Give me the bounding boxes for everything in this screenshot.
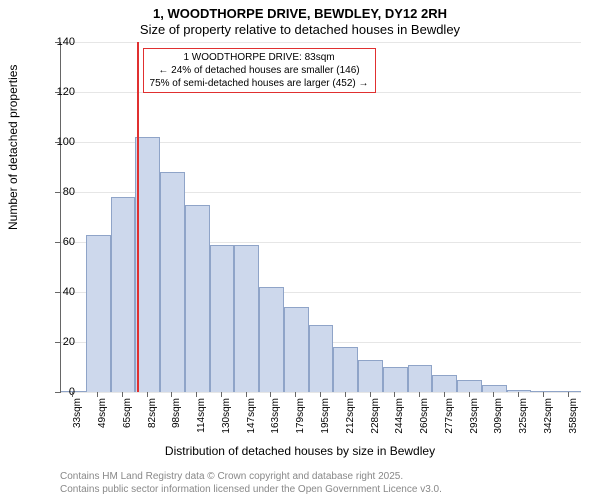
xtick-label: 228sqm	[370, 398, 381, 438]
bar	[284, 307, 309, 392]
xtick-label: 49sqm	[97, 398, 108, 438]
bar	[210, 245, 235, 393]
xtick-mark	[196, 392, 197, 397]
annotation-line2: ← 24% of detached houses are smaller (14…	[150, 64, 369, 77]
xtick-label: 358sqm	[568, 398, 579, 438]
bar	[234, 245, 259, 393]
xtick-label: 277sqm	[444, 398, 455, 438]
xtick-mark	[568, 392, 569, 397]
bar	[185, 205, 210, 393]
xtick-label: 325sqm	[518, 398, 529, 438]
credits-line1: Contains HM Land Registry data © Crown c…	[60, 470, 442, 483]
ytick-label: 60	[63, 236, 75, 248]
xtick-label: 98sqm	[171, 398, 182, 438]
xtick-mark	[345, 392, 346, 397]
ytick-mark	[55, 292, 60, 293]
ytick-mark	[55, 42, 60, 43]
xtick-mark	[122, 392, 123, 397]
xtick-label: 33sqm	[72, 398, 83, 438]
bar	[358, 360, 383, 393]
ytick-mark	[55, 242, 60, 243]
bar	[408, 365, 433, 393]
ytick-mark	[55, 392, 60, 393]
chart-title-sub: Size of property relative to detached ho…	[0, 22, 600, 37]
xtick-label: 309sqm	[493, 398, 504, 438]
xtick-mark	[320, 392, 321, 397]
xtick-label: 179sqm	[295, 398, 306, 438]
xtick-label: 195sqm	[320, 398, 331, 438]
xtick-label: 293sqm	[469, 398, 480, 438]
bar	[309, 325, 334, 393]
xtick-mark	[270, 392, 271, 397]
xtick-label: 130sqm	[221, 398, 232, 438]
bar	[333, 347, 358, 392]
xtick-label: 163sqm	[270, 398, 281, 438]
ytick-label: 40	[63, 286, 75, 298]
gridline	[61, 42, 581, 43]
xtick-mark	[246, 392, 247, 397]
chart-title-main: 1, WOODTHORPE DRIVE, BEWDLEY, DY12 2RH	[0, 6, 600, 21]
bar	[383, 367, 408, 392]
ytick-mark	[55, 92, 60, 93]
xtick-mark	[147, 392, 148, 397]
bar	[482, 385, 507, 393]
xtick-label: 212sqm	[345, 398, 356, 438]
gridline	[61, 392, 581, 393]
credits: Contains HM Land Registry data © Crown c…	[60, 470, 442, 496]
xtick-label: 65sqm	[122, 398, 133, 438]
marker-line	[137, 42, 139, 392]
xtick-label: 244sqm	[394, 398, 405, 438]
xtick-mark	[221, 392, 222, 397]
xtick-mark	[469, 392, 470, 397]
bar	[259, 287, 284, 392]
xtick-mark	[370, 392, 371, 397]
bar	[160, 172, 185, 392]
bar	[531, 391, 556, 392]
xtick-mark	[419, 392, 420, 397]
bar	[432, 375, 457, 393]
xtick-mark	[72, 392, 73, 397]
xtick-label: 147sqm	[246, 398, 257, 438]
annotation-line3: 75% of semi-detached houses are larger (…	[150, 77, 369, 90]
ytick-label: 20	[63, 336, 75, 348]
y-axis-label: Number of detached properties	[6, 65, 20, 230]
xtick-mark	[543, 392, 544, 397]
xtick-label: 82sqm	[147, 398, 158, 438]
bar	[86, 235, 111, 393]
annotation-line1: 1 WOODTHORPE DRIVE: 83sqm	[150, 51, 369, 64]
credits-line2: Contains public sector information licen…	[60, 483, 442, 496]
xtick-mark	[295, 392, 296, 397]
xtick-mark	[171, 392, 172, 397]
ytick-mark	[55, 142, 60, 143]
bar	[111, 197, 136, 392]
xtick-label: 342sqm	[543, 398, 554, 438]
annotation-box: 1 WOODTHORPE DRIVE: 83sqm ← 24% of detac…	[143, 48, 376, 93]
ytick-mark	[55, 192, 60, 193]
xtick-mark	[97, 392, 98, 397]
xtick-label: 114sqm	[196, 398, 207, 438]
xtick-mark	[444, 392, 445, 397]
xtick-label: 260sqm	[419, 398, 430, 438]
bar	[135, 137, 160, 392]
xtick-mark	[518, 392, 519, 397]
xtick-mark	[493, 392, 494, 397]
xtick-mark	[394, 392, 395, 397]
plot-area: 1 WOODTHORPE DRIVE: 83sqm ← 24% of detac…	[60, 42, 581, 393]
bar	[556, 391, 581, 392]
ytick-mark	[55, 342, 60, 343]
chart-container: 1, WOODTHORPE DRIVE, BEWDLEY, DY12 2RH S…	[0, 0, 600, 500]
x-axis-label: Distribution of detached houses by size …	[0, 444, 600, 458]
ytick-label: 80	[63, 186, 75, 198]
bar	[457, 380, 482, 393]
